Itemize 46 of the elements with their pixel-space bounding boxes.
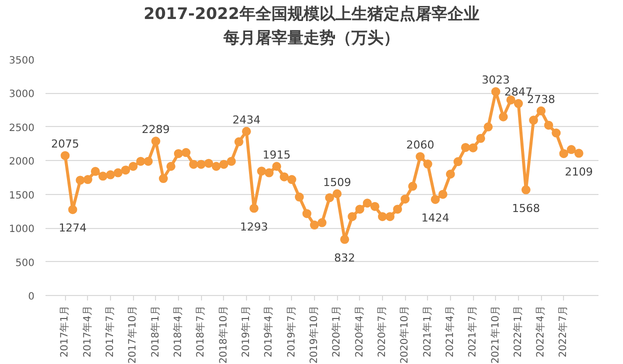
y-tick-label: 0	[28, 292, 35, 302]
x-tick-label: 2018年4月	[172, 306, 184, 358]
x-tick-label: 2017年7月	[104, 306, 116, 358]
y-tick-label: 2500	[9, 122, 35, 134]
x-tick-label: 2017年4月	[81, 306, 94, 358]
data-label: 2434	[232, 113, 260, 126]
data-label: 2109	[564, 165, 593, 178]
chart-title: 2017-2022年全国规模以上生猪定点屠宰企业	[142, 3, 480, 25]
x-tick-label: 2017年10月	[126, 305, 139, 364]
y-tick-label: 3500	[9, 56, 35, 66]
x-tick-label: 2019年10月	[308, 305, 320, 364]
x-tick-label: 2020年1月	[330, 306, 343, 358]
x-tick-label: 2020年7月	[376, 306, 388, 358]
x-tick-label: 2022年7月	[557, 306, 570, 358]
data-label: 1509	[323, 176, 352, 189]
data-label: 1274	[58, 222, 87, 235]
x-tick-label: 2021年10月	[489, 305, 502, 364]
x-tick-label: 2022年1月	[512, 306, 524, 358]
y-tick-label: 3000	[9, 89, 35, 100]
x-tick-label: 2018年7月	[194, 306, 207, 358]
x-tick-label: 2020年4月	[353, 306, 366, 358]
x-tick-label: 2022年4月	[534, 306, 547, 358]
data-label: 1568	[512, 202, 540, 215]
y-tick-label: 500	[15, 258, 35, 269]
x-tick-label: 2018年1月	[149, 306, 162, 358]
data-label: 1424	[421, 211, 450, 224]
x-tick-label: 2017年1月	[58, 306, 71, 358]
y-tick-label: 2000	[9, 156, 35, 168]
chart-subtitle: 每月屠宰量走势（万头）	[222, 27, 400, 49]
x-tick-label: 2019年1月	[240, 306, 252, 358]
x-tick-label: 2021年4月	[444, 306, 456, 358]
x-tick-label: 2021年1月	[421, 306, 434, 358]
y-tick-label: 1000	[9, 224, 35, 236]
data-label: 2289	[142, 123, 170, 136]
x-tick-label: 2019年4月	[262, 306, 275, 358]
x-tick-label: 2020年10月	[398, 305, 411, 364]
y-tick-label: 1500	[9, 190, 35, 202]
x-tick-label: 2021年7月	[466, 306, 479, 358]
data-label: 2060	[406, 138, 434, 152]
data-label: 3023	[482, 74, 510, 87]
x-tick-label: 2018年10月	[217, 305, 230, 364]
data-label: 2075	[51, 138, 80, 151]
data-label: 1293	[240, 220, 268, 234]
data-label: 832	[334, 251, 356, 264]
data-label: 1915	[262, 148, 291, 162]
x-tick-label: 2019年7月	[285, 306, 298, 358]
